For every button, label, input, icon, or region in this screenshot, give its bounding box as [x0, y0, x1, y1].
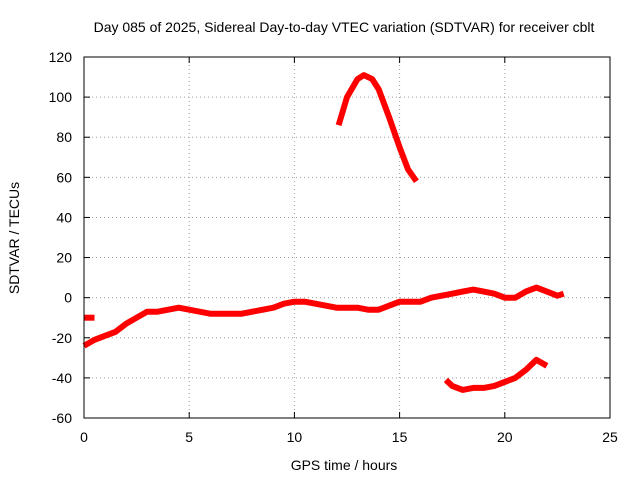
x-tick-label: 10 [287, 429, 303, 445]
y-tick-label: 120 [49, 49, 73, 65]
y-tick-label: 0 [64, 290, 72, 306]
chart-title: Day 085 of 2025, Sidereal Day-to-day VTE… [94, 19, 595, 35]
x-axis-label: GPS time / hours [291, 457, 398, 473]
y-tick-label: 60 [56, 169, 72, 185]
x-tick-label: 20 [497, 429, 513, 445]
y-tick-label: -20 [52, 330, 72, 346]
axis-ticks: -60 -40 -20 0 20 40 60 80 100 120 0 5 10 15 20 25 [49, 49, 618, 445]
x-tick-label: 5 [185, 429, 193, 445]
y-tick-label: -40 [52, 370, 72, 386]
x-tick-label: 15 [392, 429, 408, 445]
x-tick-label: 0 [80, 429, 88, 445]
y-tick-label: 40 [56, 209, 72, 225]
y-tick-label: -60 [52, 410, 72, 426]
y-tick-label: 20 [56, 250, 72, 266]
series-line-track-2 [82, 284, 565, 349]
y-axis-label: SDTVAR / TECUs [6, 182, 22, 294]
y-tick-label: 80 [56, 129, 72, 145]
y-tick-label: 100 [49, 89, 73, 105]
x-tick-label: 25 [602, 429, 618, 445]
plot-frame [83, 56, 611, 419]
series-group [82, 72, 565, 393]
series-line-track-3 [335, 72, 419, 184]
grid [84, 57, 610, 418]
series-line-track-4 [443, 356, 549, 393]
